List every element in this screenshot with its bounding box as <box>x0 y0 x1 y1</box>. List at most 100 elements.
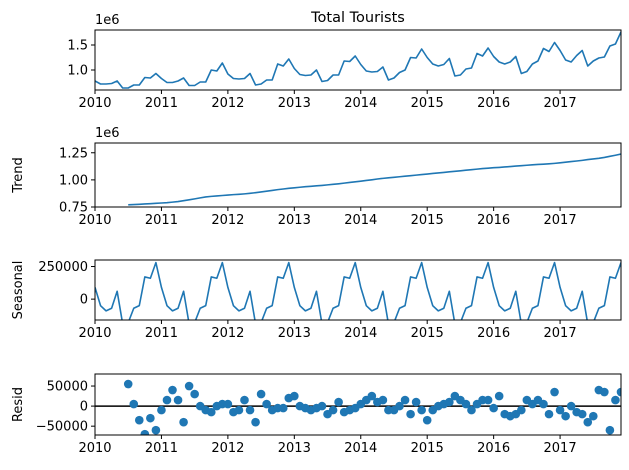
x-tick-label: 2015 <box>411 96 444 111</box>
resid-point <box>622 420 629 429</box>
resid-point <box>334 397 343 407</box>
resid-point <box>278 403 288 413</box>
y-tick-label: 1.0 <box>67 64 88 79</box>
x-tick-label: 2013 <box>278 213 311 228</box>
resid-point <box>517 405 526 415</box>
x-tick-label: 2011 <box>145 326 178 341</box>
x-tick-label: 2014 <box>344 96 377 111</box>
resid-point <box>123 379 133 389</box>
resid-point <box>461 399 471 409</box>
panel-4: 2010 2011 2012 2013 2014 2015 2016 2017 −50000 0 5… <box>11 373 629 456</box>
resid-point <box>129 399 139 409</box>
resid-point <box>146 413 155 423</box>
x-tick-label: 2017 <box>544 441 577 456</box>
resid-point <box>467 405 476 415</box>
resid-point <box>561 411 570 421</box>
resid-point <box>190 389 199 399</box>
y-tick-label: 0 <box>80 293 88 308</box>
series-group <box>128 153 621 206</box>
y-axis-label: Resid <box>11 387 26 422</box>
x-tick-label: 2017 <box>544 213 577 228</box>
x-tick-label: 2016 <box>477 326 510 341</box>
resid-point <box>588 411 598 421</box>
panel-1: 2010 2011 2012 2013 2014 2015 2016 2017 1.0 1.5 1e… <box>67 10 622 111</box>
resid-point <box>162 395 172 405</box>
resid-point <box>378 395 388 405</box>
x-tick-label: 2012 <box>211 96 244 111</box>
x-tick-label: 2011 <box>145 213 178 228</box>
resid-point <box>157 405 166 415</box>
resid-point <box>494 391 504 401</box>
resid-point <box>616 387 621 397</box>
y-tick-label: 1.25 <box>59 146 88 161</box>
resid-point <box>151 425 161 435</box>
resid-point <box>173 395 183 405</box>
resid-point <box>206 407 216 417</box>
resid-point <box>367 391 377 401</box>
resid-point <box>406 409 415 419</box>
resid-point <box>179 417 188 427</box>
x-tick-label: 2010 <box>78 326 111 341</box>
x-tick-label: 2014 <box>344 441 377 456</box>
resid-point <box>417 405 426 415</box>
x-tick-label: 2010 <box>78 441 111 456</box>
axes-frame <box>94 373 622 436</box>
resid-point <box>134 415 144 425</box>
resid-point <box>605 425 615 435</box>
resid-point <box>223 399 233 409</box>
panel-2: 2010 2011 2012 2013 2014 2015 2016 2017 0.75 1.00… <box>11 126 622 228</box>
x-tick-label: 2015 <box>411 441 444 456</box>
resid-point <box>577 409 587 419</box>
y-tick-label: 250000 <box>38 260 88 275</box>
panel-3: 2010 2011 2012 2013 2014 2015 2016 2017 0 250000 S… <box>11 259 622 341</box>
y-tick-label: 50000 <box>47 380 88 395</box>
x-tick-label: 2015 <box>411 213 444 228</box>
resid-point <box>544 409 554 419</box>
resid-point <box>611 395 620 405</box>
y-tick-label: 0 <box>80 400 88 415</box>
axes-frame <box>94 142 622 208</box>
resid-point <box>550 387 559 397</box>
resid-point <box>489 403 498 413</box>
resid-point <box>140 429 150 435</box>
x-tick-label: 2016 <box>477 441 510 456</box>
x-tick-label: 2017 <box>544 96 577 111</box>
y-tick-label: −50000 <box>36 420 88 435</box>
resid-point <box>583 417 593 427</box>
y-tick-label: 0.75 <box>59 201 88 216</box>
resid-point <box>411 397 421 407</box>
y-offset-text: 1e6 <box>95 126 120 141</box>
series-line <box>95 31 621 89</box>
y-offset-text: 1e6 <box>95 13 120 28</box>
resid-point <box>262 399 271 409</box>
resid-point <box>566 401 576 411</box>
x-tick-label: 2016 <box>477 213 510 228</box>
resid-point <box>317 401 327 411</box>
resid-point <box>539 399 548 409</box>
x-tick-label: 2015 <box>411 326 444 341</box>
axes-frame <box>94 29 622 91</box>
resid-point <box>328 405 338 415</box>
resid-point <box>234 405 244 415</box>
x-tick-label: 2012 <box>211 326 244 341</box>
series-line <box>128 153 621 206</box>
x-tick-label: 2016 <box>477 96 510 111</box>
resid-point <box>256 389 266 399</box>
resid-point <box>245 405 255 415</box>
y-axis-label: Seasonal <box>11 261 26 320</box>
resid-point <box>184 381 194 391</box>
x-tick-label: 2013 <box>278 96 311 111</box>
x-tick-label: 2014 <box>344 326 377 341</box>
axes-frame <box>94 259 622 321</box>
resid-point <box>240 395 249 405</box>
resid-point <box>483 395 493 405</box>
x-tick-label: 2012 <box>211 213 244 228</box>
x-tick-label: 2011 <box>145 441 178 456</box>
resid-point <box>422 415 432 425</box>
x-tick-label: 2017 <box>544 326 577 341</box>
resid-point <box>168 385 177 395</box>
series-group <box>123 379 629 435</box>
x-tick-label: 2011 <box>145 96 178 111</box>
x-tick-label: 2013 <box>278 441 311 456</box>
